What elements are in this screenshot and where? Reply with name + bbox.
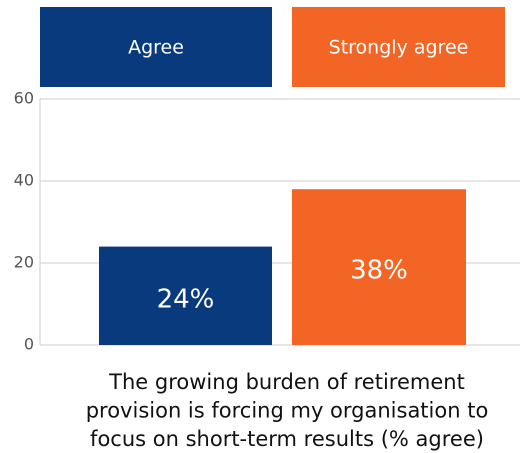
- x-axis-label: The growing burden of retirement: [108, 370, 465, 394]
- legend-label: Agree: [128, 37, 184, 59]
- data-label: 38%: [350, 256, 408, 286]
- legend-swatch: [292, 7, 505, 87]
- x-axis-label: focus on short-term results (% agree): [90, 427, 484, 451]
- y-tick-label: 40: [14, 171, 34, 190]
- data-label: 24%: [157, 284, 215, 314]
- y-tick-label: 60: [14, 89, 34, 108]
- bar: [292, 189, 466, 345]
- y-tick-label: 20: [14, 253, 34, 272]
- bar: [99, 246, 272, 345]
- legend-swatch: [40, 7, 272, 87]
- x-axis-label: provision is forcing my organisation to: [86, 399, 489, 423]
- legend-label: Strongly agree: [329, 37, 469, 59]
- y-tick-label: 0: [24, 335, 34, 354]
